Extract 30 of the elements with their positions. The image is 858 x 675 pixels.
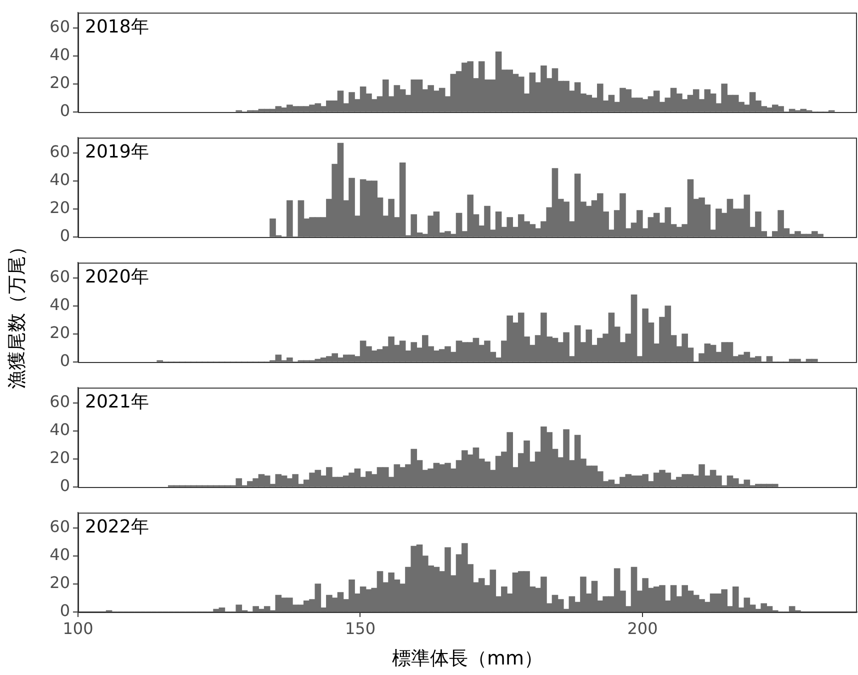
y-tick-label: 60 <box>50 517 70 536</box>
y-tick-label: 20 <box>50 198 70 218</box>
x-tick-label: 200 <box>627 618 658 638</box>
y-tick-label: 60 <box>50 17 70 36</box>
y-tick-label: 40 <box>50 420 70 440</box>
y-axis-title: 漁獲尾数（万尾） <box>5 236 29 388</box>
y-tick-label: 20 <box>50 73 70 92</box>
chart-title: 2020年 <box>85 266 149 288</box>
chart-title: 2021年 <box>85 391 149 412</box>
y-tick-label: 60 <box>50 392 70 412</box>
y-tick-label: 40 <box>50 45 70 64</box>
y-tick-label: 40 <box>50 545 70 564</box>
chart-title: 2022年 <box>85 516 149 538</box>
y-tick-label: 20 <box>50 448 70 468</box>
y-tick-label: 0 <box>60 101 70 120</box>
y-tick-label: 60 <box>50 142 70 162</box>
y-tick-label: 40 <box>50 295 70 314</box>
y-tick-label: 60 <box>50 267 70 286</box>
y-tick-label: 0 <box>60 226 70 246</box>
y-tick-label: 0 <box>60 601 70 620</box>
y-tick-label: 20 <box>50 573 70 592</box>
chart-title: 2018年 <box>85 16 149 38</box>
x-tick-label: 100 <box>62 618 94 638</box>
x-tick-label: 150 <box>344 618 376 638</box>
y-tick-label: 0 <box>60 351 70 370</box>
chart-title: 2019年 <box>85 141 149 162</box>
y-tick-label: 40 <box>50 170 70 190</box>
y-tick-label: 0 <box>60 476 70 496</box>
y-tick-label: 20 <box>50 323 70 342</box>
x-axis-title: 標準体長（mm） <box>392 648 544 670</box>
